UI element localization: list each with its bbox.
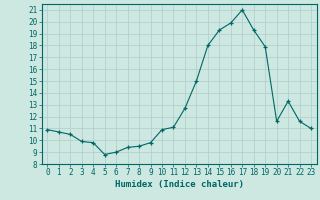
X-axis label: Humidex (Indice chaleur): Humidex (Indice chaleur) (115, 180, 244, 189)
